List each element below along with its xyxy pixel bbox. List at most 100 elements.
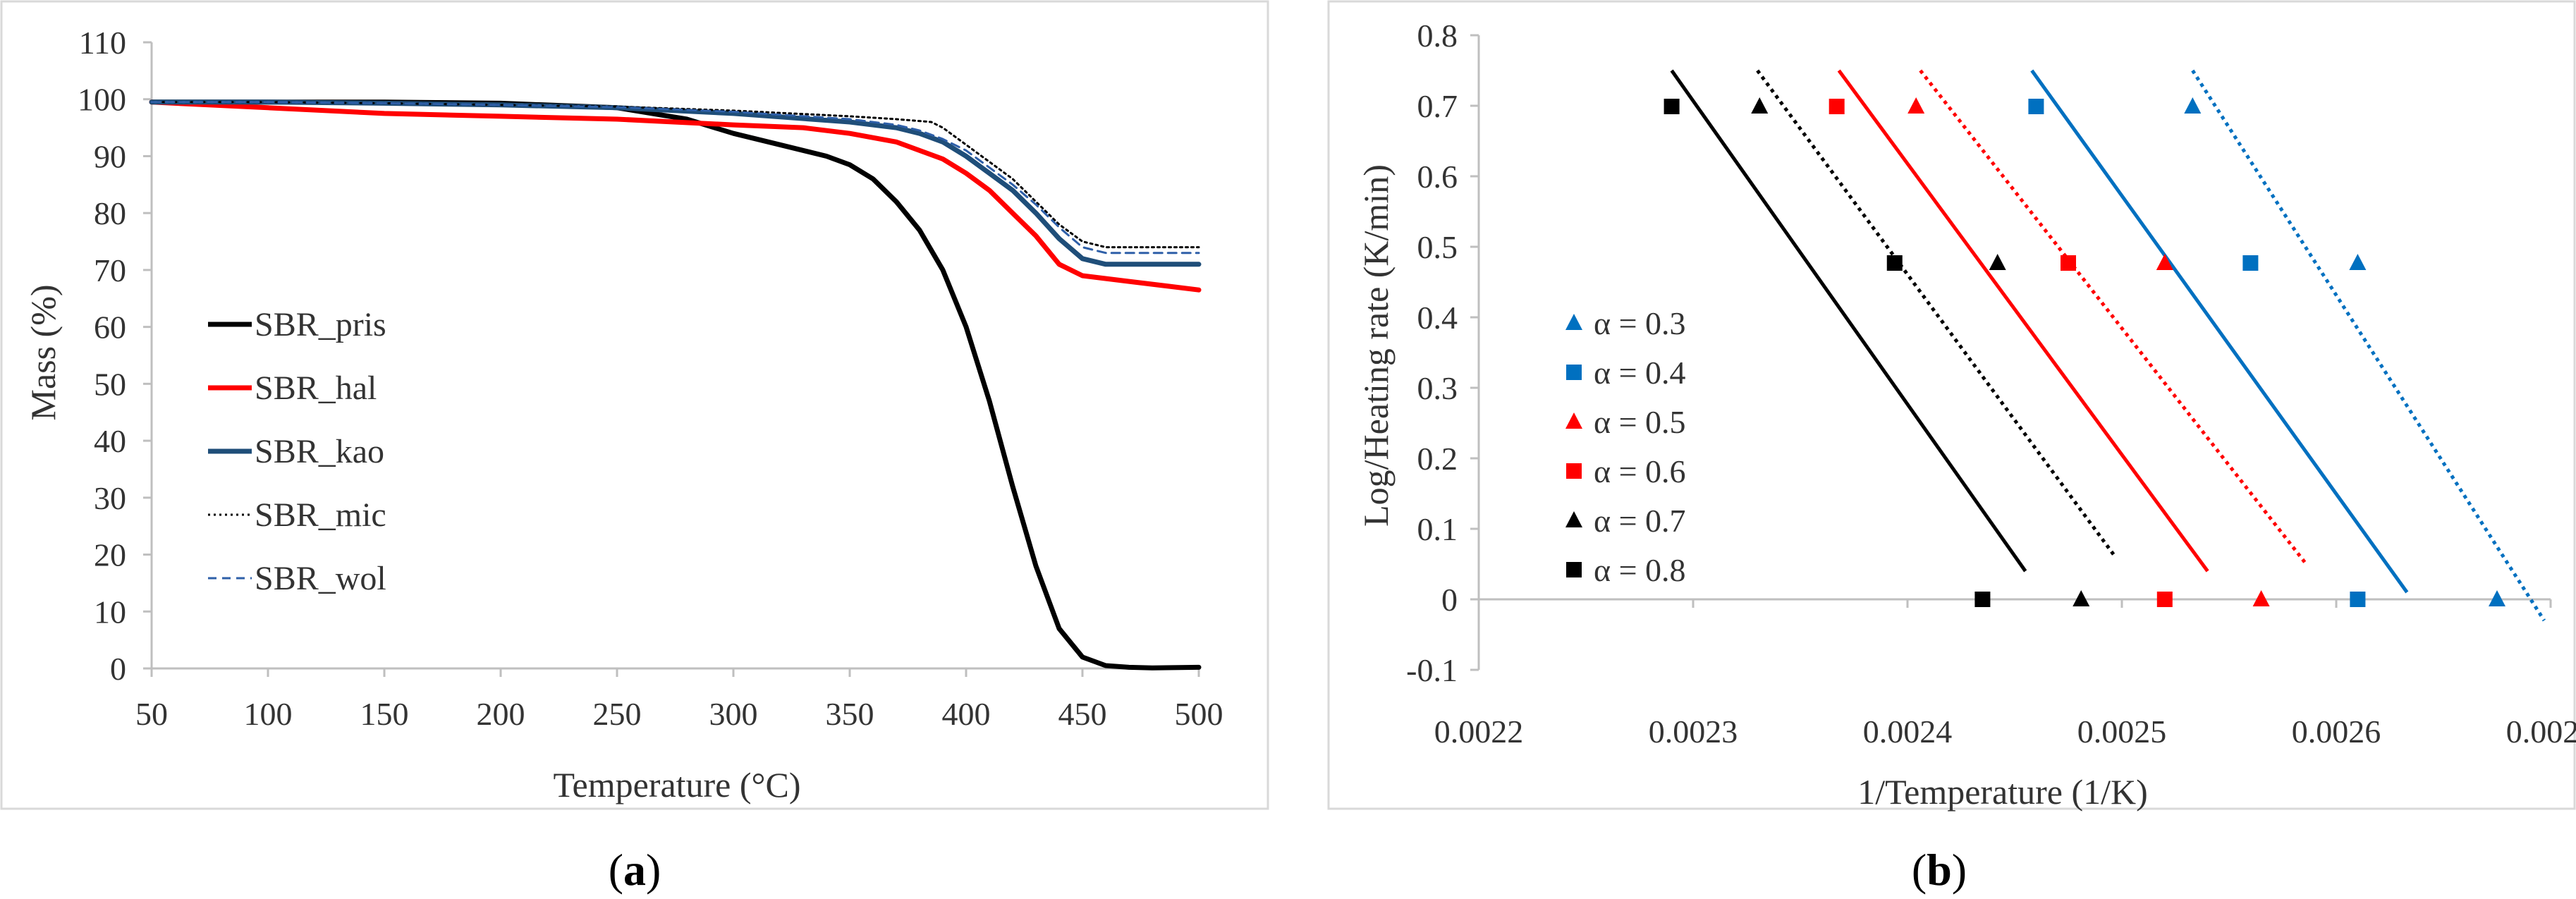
data-point-alpha-6 xyxy=(2156,592,2173,607)
panel-b-caption: (b) xyxy=(1912,845,1967,895)
legend-label-sbr-kao: SBR_kao xyxy=(255,433,384,470)
panel-b-caption-letter: b xyxy=(1927,845,1952,895)
panel-a-x-tick-label: 300 xyxy=(709,696,758,732)
data-point-alpha-4 xyxy=(2350,592,2366,607)
panel-b-y-tick-label: 0.6 xyxy=(1417,159,1458,195)
panel-b-legend: α = 0.3 α = 0.4 α = 0.5 α = 0.6 α = 0.7 α = 0… xyxy=(1565,305,1686,588)
panel-a-legend: SBR_pris SBR_hal SBR_kao SBR_mic SBR_wol xyxy=(208,306,386,597)
legend-label-alpha-6: α = 0.6 xyxy=(1594,453,1686,489)
panel-b-x-tick-label: 0.0027 xyxy=(2506,714,2576,750)
panel-a-x-tick-label: 100 xyxy=(244,696,293,732)
legend-marker-alpha-3 xyxy=(1565,314,1582,330)
panel-a-y-tick-label: 110 xyxy=(79,25,126,61)
panel-b-axes: -0.1 0 0.1 0.2 0.3 0.4 0.5 0.6 0.7 0.8 0.0022 0.002… xyxy=(1406,18,2576,750)
panel-b-y-tick-label: 0.4 xyxy=(1417,300,1458,336)
panel-b-y-tick-label: 0.3 xyxy=(1417,370,1458,406)
panel-a-axes: 0 10 20 30 40 50 60 70 80 90 100 110 50 100 150 200 250 3… xyxy=(78,25,1223,732)
panel-a-y-tick-label: 30 xyxy=(94,480,126,516)
panel-b-series xyxy=(1664,69,2546,622)
panel-a-x-tick-label: 350 xyxy=(826,696,874,732)
data-point-alpha-6 xyxy=(2061,255,2076,271)
data-point-alpha-7 xyxy=(1751,97,1769,114)
legend-label-sbr-wol: SBR_wol xyxy=(255,560,386,597)
data-point-alpha-4 xyxy=(2028,99,2044,114)
data-point-alpha-7 xyxy=(1989,254,2006,270)
panel-b-y-tick-label: 0 xyxy=(1441,582,1458,618)
panel-a-x-tick-label: 50 xyxy=(135,696,168,732)
panel-b-x-tick-label: 0.0024 xyxy=(1863,714,1953,750)
legend-label-sbr-hal: SBR_hal xyxy=(255,369,377,407)
panel-a-y-tick-label: 50 xyxy=(94,366,126,402)
fit-line-alpha-3 xyxy=(2191,69,2546,622)
panel-a-y-tick-label: 40 xyxy=(94,423,126,459)
legend-marker-alpha-4 xyxy=(1566,365,1582,380)
data-point-alpha-4 xyxy=(2242,255,2259,271)
fit-line-alpha-8 xyxy=(1670,69,2027,573)
data-point-alpha-5 xyxy=(1907,97,1925,114)
panel-a-y-axis-label: Mass (%) xyxy=(23,284,63,420)
panel-b-x-axis-label: 1/Temperature (1/K) xyxy=(1857,772,2148,812)
legend-label-alpha-4: α = 0.4 xyxy=(1594,355,1686,391)
panel-a-y-tick-label: 80 xyxy=(94,195,126,231)
legend-label-sbr-mic: SBR_mic xyxy=(255,496,386,534)
panel-a-x-tick-label: 500 xyxy=(1175,696,1223,732)
panel-b-y-tick-label: 0.1 xyxy=(1417,511,1458,547)
series-line-sbr-mic xyxy=(150,101,1200,249)
panel-a-series xyxy=(149,99,1202,671)
panel-a-caption: (a) xyxy=(609,845,661,895)
fit-line-alpha-6 xyxy=(1837,69,2209,573)
data-point-alpha-8 xyxy=(1664,99,1680,114)
panel-a-x-tick-label: 250 xyxy=(593,696,642,732)
panel-b-x-tick-label: 0.0022 xyxy=(1434,714,1524,750)
panel-b-frame xyxy=(1327,0,2576,810)
data-point-alpha-3 xyxy=(2184,97,2202,114)
series-line-sbr-wol xyxy=(150,101,1200,255)
panel-a-y-tick-label: 20 xyxy=(94,537,126,573)
panel-b-y-tick-label: -0.1 xyxy=(1406,652,1458,688)
panel-b-y-tick-label: 0.7 xyxy=(1417,88,1458,124)
legend-marker-alpha-7 xyxy=(1565,511,1582,527)
legend-label-alpha-3: α = 0.3 xyxy=(1594,305,1686,341)
data-point-alpha-8 xyxy=(1974,592,1991,607)
panel-a-caption-letter: a xyxy=(623,845,646,895)
panel-a-x-tick-label: 150 xyxy=(360,696,409,732)
legend-label-alpha-8: α = 0.8 xyxy=(1594,552,1686,588)
data-point-alpha-8 xyxy=(1886,255,1903,271)
panel-b-y-axis-label: Log/Heating rate (K/min) xyxy=(1356,164,1396,527)
panel-b-y-tick-label: 0.2 xyxy=(1417,441,1458,477)
data-point-alpha-6 xyxy=(1829,99,1845,114)
panel-a-x-tick-label: 200 xyxy=(477,696,525,732)
panel-a-y-tick-label: 70 xyxy=(94,252,126,288)
panel-a-y-tick-label: 0 xyxy=(110,651,126,687)
panel-b-x-tick-label: 0.0023 xyxy=(1649,714,1738,750)
legend-label-alpha-5: α = 0.5 xyxy=(1594,404,1686,440)
data-point-alpha-3 xyxy=(2349,254,2367,270)
data-point-alpha-3 xyxy=(2489,590,2505,606)
panel-b-heating-rate-vs-inverse-temperature: -0.1 0 0.1 0.2 0.3 0.4 0.5 0.6 0.7 0.8 0.0022 0.002… xyxy=(1327,0,2576,812)
series-line-sbr-hal xyxy=(149,99,1202,293)
fit-line-alpha-5 xyxy=(1919,69,2308,565)
legend-label-alpha-7: α = 0.7 xyxy=(1594,503,1686,539)
panel-a-frame xyxy=(0,0,1269,810)
data-point-alpha-5 xyxy=(2156,254,2173,270)
panel-b-y-tick-label: 0.8 xyxy=(1417,18,1458,54)
data-point-alpha-7 xyxy=(2073,590,2090,606)
panel-b-x-tick-label: 0.0025 xyxy=(2077,714,2167,750)
fit-line-alpha-7 xyxy=(1756,69,2117,558)
panel-b-x-tick-label: 0.0026 xyxy=(2292,714,2381,750)
panel-a-mass-vs-temperature: 0 10 20 30 40 50 60 70 80 90 100 110 50 100 150 200 250 3… xyxy=(0,0,1269,810)
legend-marker-alpha-6 xyxy=(1566,463,1582,479)
panel-b-y-tick-label: 0.5 xyxy=(1417,229,1458,265)
panel-a-y-tick-label: 100 xyxy=(78,82,126,118)
fit-line-alpha-4 xyxy=(2030,69,2409,594)
legend-label-sbr-pris: SBR_pris xyxy=(255,306,386,343)
data-point-alpha-5 xyxy=(2252,590,2270,606)
panel-a-y-tick-label: 10 xyxy=(94,594,126,630)
legend-marker-alpha-8 xyxy=(1566,562,1582,577)
panel-a-x-tick-label: 450 xyxy=(1058,696,1107,732)
panel-a-x-axis-label: Temperature (°C) xyxy=(553,765,800,805)
legend-marker-alpha-5 xyxy=(1565,412,1582,429)
panel-a-y-tick-label: 60 xyxy=(94,310,126,345)
panel-a-y-tick-label: 90 xyxy=(94,138,126,174)
